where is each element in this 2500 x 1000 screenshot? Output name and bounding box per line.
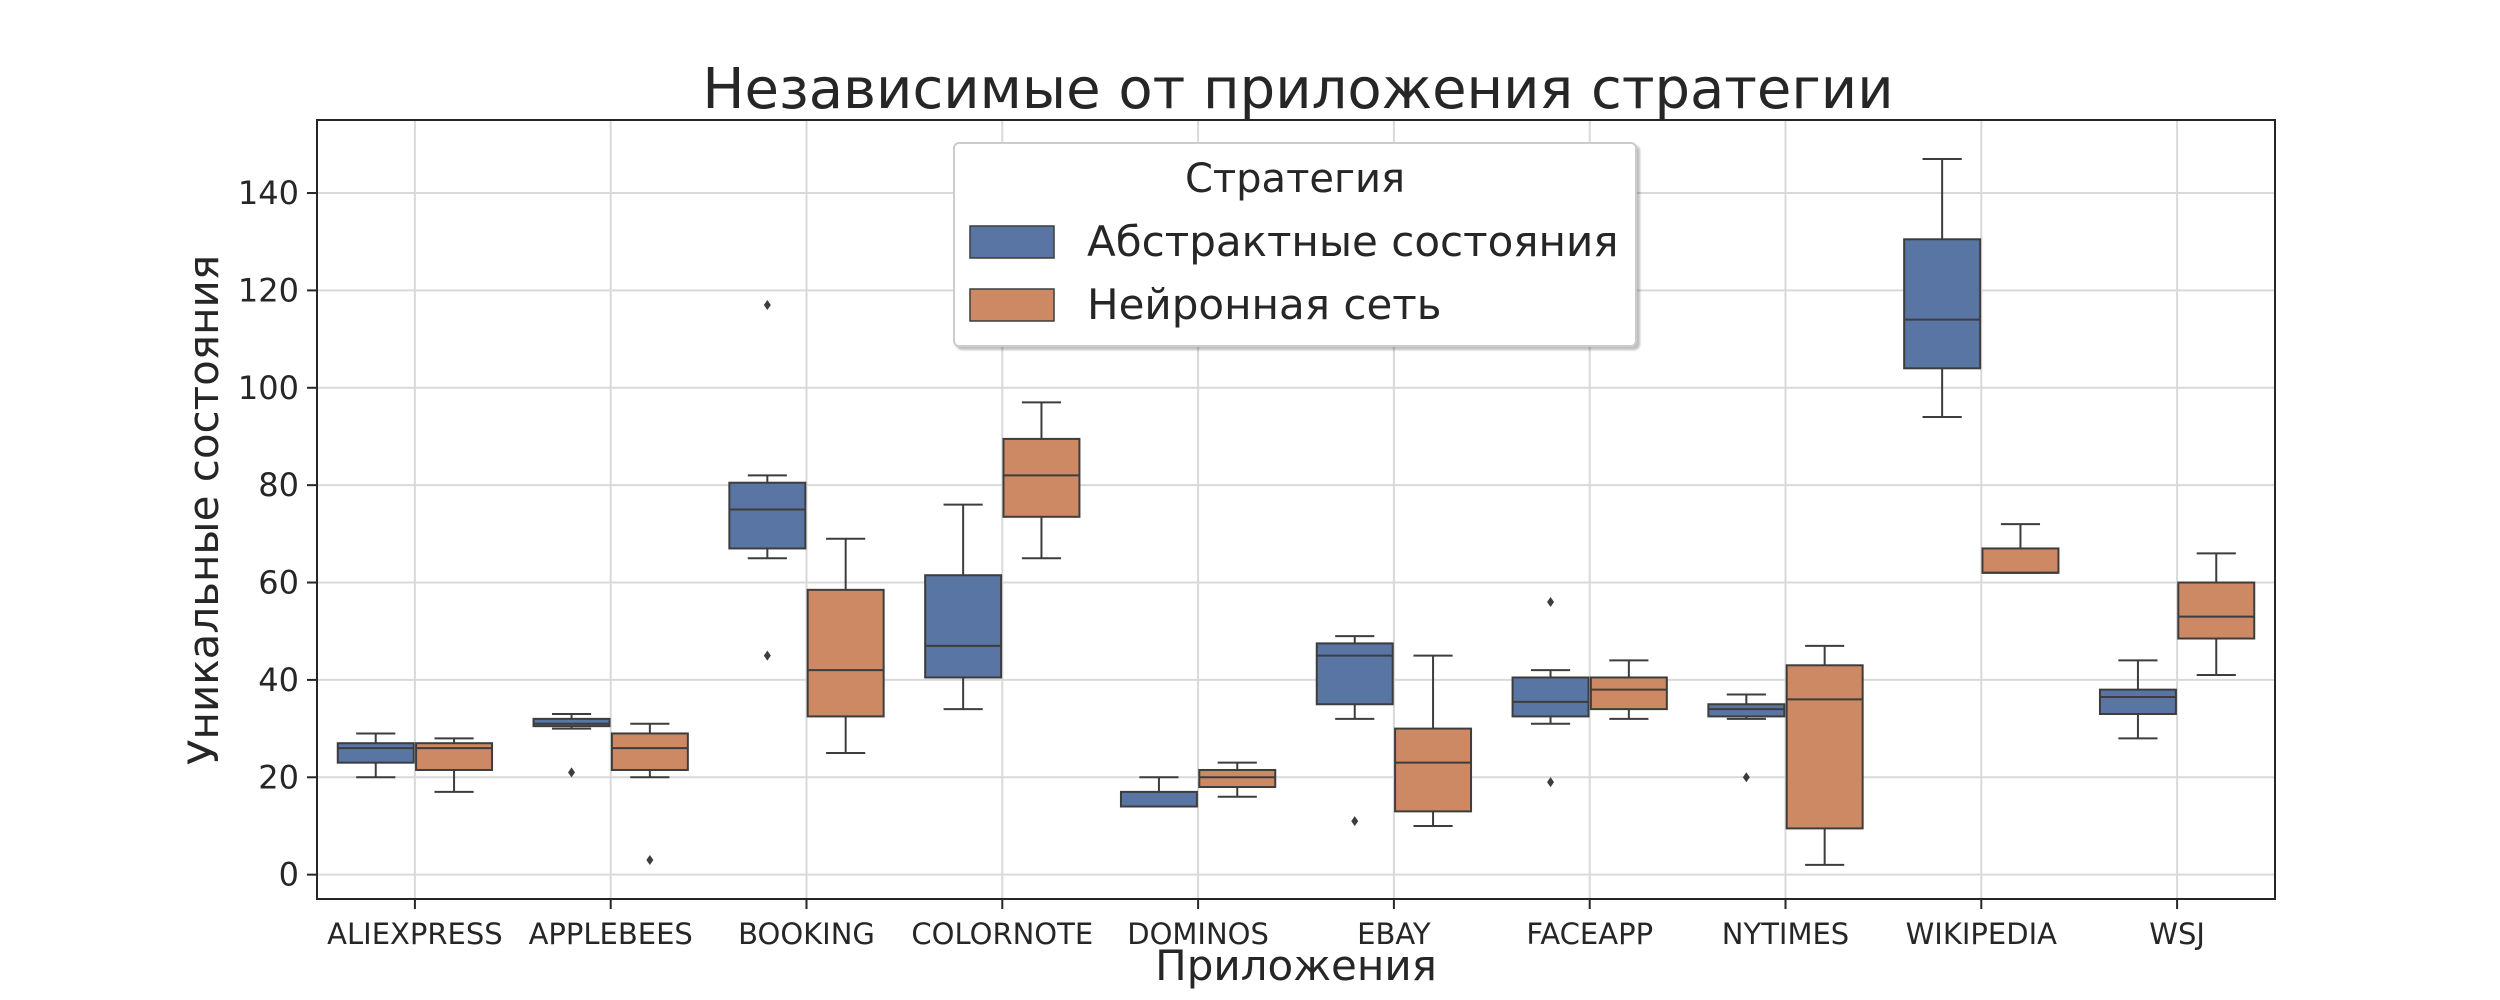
box-neural-ebay (1394, 654, 1473, 827)
x-tick-label-wsj: WSJ (2149, 917, 2205, 951)
y-axis-ticks: 0 20 40 60 80 100 120 140 (238, 174, 317, 894)
y-tick-label-40: 40 (258, 661, 299, 699)
outlier-point (1742, 772, 1750, 783)
outlier-point (1547, 597, 1555, 608)
box-body (924, 574, 1003, 679)
box-abstract-ebay (1315, 635, 1394, 827)
x-tick-label-ebay: EBAY (1357, 917, 1431, 951)
box-abstract-dominos (1119, 776, 1198, 808)
box-neural-booking (806, 537, 885, 754)
y-axis-label: Уникальные состояния (179, 255, 228, 765)
box-neural-wsj (2177, 552, 2256, 677)
outlier-point (646, 855, 654, 866)
x-tick-label-colornote: COLORNOTE (911, 917, 1093, 951)
y-tick-label-120: 120 (238, 271, 299, 309)
y-tick-label-20: 20 (258, 758, 299, 796)
y-tick-label-60: 60 (258, 564, 299, 602)
plot-frame (316, 119, 2276, 900)
box-layer (336, 157, 2256, 866)
box-body (1981, 547, 2060, 574)
box-body (1119, 790, 1198, 808)
outlier-point (1351, 816, 1359, 827)
box-body (1707, 703, 1786, 718)
outlier-point (763, 300, 771, 311)
box-body (728, 481, 807, 550)
box-body (1903, 238, 1982, 370)
x-axis-ticks: ALIEXPRESS APPLEBEES BOOKING COLORNOTE DOMIN… (327, 899, 2205, 951)
box-abstract-applebees (532, 712, 611, 778)
box-neural-dominos (1198, 761, 1277, 798)
legend: Стратегия Абстрактные состояния Нейронна… (953, 142, 1637, 347)
box-abstract-wsj (2098, 659, 2177, 740)
box-abstract-faceapp (1511, 597, 1590, 788)
x-tick-label-faceapp: FACEAPP (1526, 917, 1653, 951)
outlier-point (568, 767, 576, 778)
box-body (610, 732, 689, 771)
box-body (336, 742, 415, 764)
x-tick-label-applebees: APPLEBEES (529, 917, 693, 951)
box-body (1315, 642, 1394, 706)
box-abstract-aliexpress (336, 732, 415, 779)
chart-title: Независимые от приложения стратегии (702, 57, 1893, 122)
y-tick-label-140: 140 (238, 174, 299, 212)
legend-swatch-abstract-states (969, 225, 1055, 259)
box-body (532, 717, 611, 728)
box-body (1198, 768, 1277, 789)
x-tick-label-aliexpress: ALIEXPRESS (327, 917, 503, 951)
legend-title: Стратегия (1185, 156, 1405, 202)
box-body (1394, 727, 1473, 813)
box-neural-colornote (1002, 401, 1081, 560)
box-neural-nytimes (1785, 644, 1864, 866)
box-neural-applebees (610, 722, 689, 866)
box-abstract-booking (728, 300, 807, 661)
x-tick-label-wikipedia: WIKIPEDIA (1906, 917, 2057, 951)
box-body (806, 588, 885, 718)
legend-frame (953, 142, 1637, 347)
box-body (2098, 688, 2177, 715)
y-tick-label-0: 0 (279, 856, 299, 894)
outlier-point (763, 650, 771, 661)
legend-label-neural-network: Нейронная сеть (1087, 280, 1442, 329)
x-tick-label-dominos: DOMINOS (1127, 917, 1269, 951)
box-body (1589, 676, 1668, 711)
y-tick-label-80: 80 (258, 466, 299, 504)
box-abstract-colornote (924, 503, 1003, 711)
outlier-point (1547, 777, 1555, 788)
box-neural-aliexpress (415, 737, 494, 793)
box-neural-wikipedia (1981, 523, 2060, 574)
box-body (2177, 581, 2256, 640)
x-tick-label-booking: BOOKING (738, 917, 875, 951)
box-body (1511, 676, 1590, 718)
box-abstract-nytimes (1707, 693, 1786, 783)
legend-swatch-neural-network (969, 288, 1055, 322)
y-tick-label-100: 100 (238, 369, 299, 407)
legend-label-abstract-states: Абстрактные состояния (1087, 217, 1619, 266)
x-tick-label-nytimes: NYTIMES (1722, 917, 1849, 951)
box-neural-faceapp (1589, 659, 1668, 720)
box-body (1002, 437, 1081, 518)
x-axis-label: Приложения (1155, 941, 1437, 990)
box-abstract-wikipedia (1903, 157, 1982, 418)
box-body (1785, 664, 1864, 830)
